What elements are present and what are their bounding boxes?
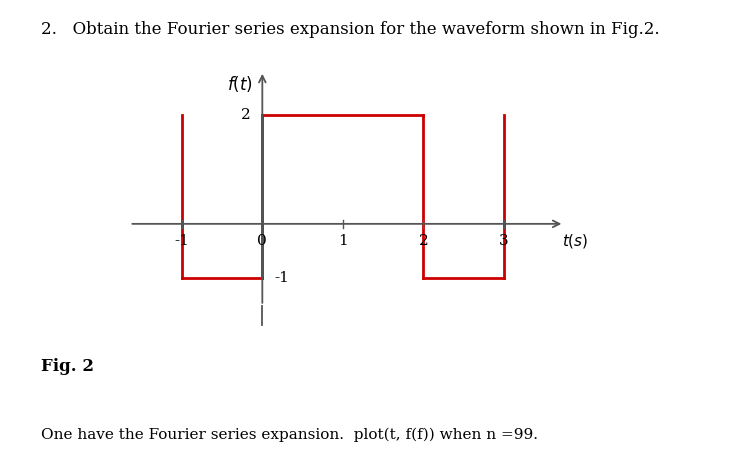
Text: 0: 0 [258, 234, 267, 248]
Text: 3: 3 [499, 234, 508, 248]
Text: 1: 1 [338, 234, 348, 248]
Text: $f(t)$: $f(t)$ [227, 73, 252, 94]
Text: 2.   Obtain the Fourier series expansion for the waveform shown in Fig.2.: 2. Obtain the Fourier series expansion f… [41, 21, 659, 38]
Text: One have the Fourier series expansion.  plot(t, f(f)) when n =99.: One have the Fourier series expansion. p… [41, 428, 537, 442]
Text: -1: -1 [174, 234, 189, 248]
Text: 2: 2 [418, 234, 428, 248]
Text: $t(s)$: $t(s)$ [562, 232, 588, 250]
Text: -1: -1 [275, 271, 289, 285]
Text: Fig. 2: Fig. 2 [41, 358, 94, 375]
Text: 2: 2 [241, 108, 250, 122]
